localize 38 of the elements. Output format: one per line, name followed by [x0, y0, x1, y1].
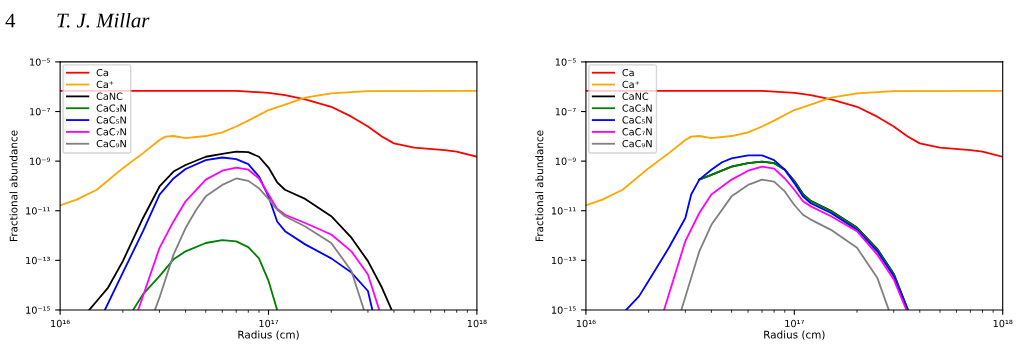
text: 4 — [5, 13, 16, 28]
x-axis-title: Radius (cm) — [764, 330, 825, 340]
text: T. J. Millar — [57, 12, 150, 28]
y-tick-label: 10⁻⁷ — [555, 108, 576, 116]
legend-label: Ca — [96, 68, 108, 77]
legend-label: Ca — [622, 68, 634, 77]
x-tick-label: 10¹⁶ — [51, 319, 70, 328]
legend-label: CaC₅N — [622, 116, 652, 124]
y-tick-label: 10⁻⁵ — [555, 58, 576, 66]
legend-label: CaNC — [622, 92, 649, 100]
legend-label: Ca⁺ — [622, 80, 640, 89]
legend-label: CaC₅N — [96, 116, 126, 124]
y-axis-title: Fractional abundance — [9, 130, 18, 241]
y-axis-title: Fractional abundance — [535, 130, 544, 241]
x-tick-label: 10¹⁸ — [993, 319, 1013, 328]
x-tick-label: 10¹⁸ — [467, 319, 487, 328]
y-tick-label: 10⁻⁹ — [30, 157, 51, 165]
x-tick-label: 10¹⁷ — [785, 319, 804, 328]
y-tick-label: 10⁻¹⁵ — [551, 306, 576, 314]
y-tick-label: 10⁻⁷ — [30, 108, 50, 116]
y-tick-label: 10⁻⁹ — [555, 157, 576, 165]
y-tick-label: 10⁻¹³ — [26, 256, 50, 265]
x-axis-title: Radius (cm) — [238, 330, 299, 340]
y-tick-label: 10⁻¹⁵ — [26, 306, 50, 314]
legend-label: CaC₉N — [96, 139, 126, 148]
legend-label: CaC₃N — [622, 104, 652, 112]
legend-label: CaNC — [96, 92, 123, 100]
y-tick-label: 10⁻¹¹ — [26, 207, 50, 215]
x-tick-label: 10¹⁷ — [259, 319, 279, 328]
y-tick-label: 10⁻¹¹ — [551, 207, 576, 215]
y-tick-label: 10⁻⁵ — [30, 58, 50, 66]
legend-label: CaC₇N — [96, 128, 126, 136]
legend-label: CaC₃N — [96, 104, 126, 112]
legend-label: CaC₇N — [622, 128, 652, 136]
x-tick-label: 10¹⁶ — [576, 319, 596, 328]
y-tick-label: 10⁻¹³ — [551, 256, 576, 265]
legend-label: CaC₉N — [622, 139, 652, 148]
legend-label: Ca⁺ — [96, 80, 114, 89]
